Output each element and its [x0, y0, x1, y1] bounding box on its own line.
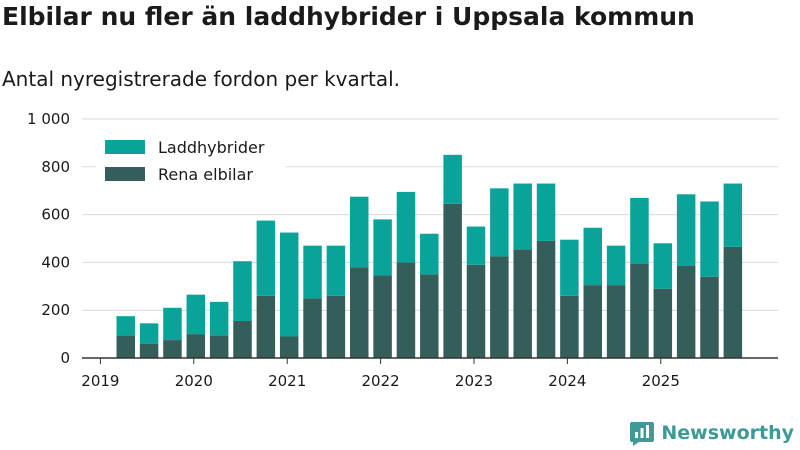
y-tick-label: 600	[41, 206, 70, 224]
bar-laddhybrider	[466, 226, 486, 265]
bar-laddhybrider	[233, 261, 252, 321]
legend-swatch-laddhybrider	[105, 140, 145, 154]
bar-rena-elbilar	[513, 249, 532, 358]
bar-rena-elbilar	[583, 285, 602, 358]
bar-laddhybrider	[350, 196, 369, 268]
bar-laddhybrider	[139, 323, 159, 344]
bar-rena-elbilar	[700, 276, 719, 358]
bar-laddhybrider	[513, 183, 532, 250]
bar-laddhybrider	[209, 301, 229, 336]
brand-name: Newsworthy	[661, 422, 794, 444]
bar-rena-elbilar	[256, 295, 276, 358]
bar-laddhybrider	[700, 201, 719, 277]
y-axis-tick-labels: 0 200 400 600 800 1 000	[27, 110, 70, 367]
bar-rena-elbilar	[209, 335, 229, 358]
bar-laddhybrider	[583, 227, 602, 286]
x-tick-label: 2020	[175, 372, 213, 390]
bar-rena-elbilar	[606, 285, 626, 358]
y-tick-label: 200	[41, 301, 70, 319]
x-tick-label: 2019	[81, 372, 119, 390]
legend-swatch-rena-elbilar	[105, 167, 145, 181]
bar-laddhybrider	[536, 183, 556, 241]
bar-laddhybrider	[443, 154, 462, 204]
bar-laddhybrider	[256, 220, 276, 296]
bar-laddhybrider	[396, 191, 416, 263]
bar-rena-elbilar	[653, 288, 673, 358]
bar-rena-elbilar	[279, 336, 299, 358]
chart-title: Elbilar nu fler än laddhybrider i Uppsal…	[2, 2, 695, 31]
bar-rena-elbilar	[630, 263, 649, 358]
bar-laddhybrider	[560, 239, 579, 296]
y-tick-label: 400	[41, 253, 70, 271]
bar-laddhybrider	[676, 194, 696, 266]
bar-laddhybrider	[116, 316, 135, 336]
x-tick-label: 2024	[548, 372, 586, 390]
bar-rena-elbilar	[186, 334, 206, 358]
y-tick-label: 1 000	[27, 110, 70, 128]
bar-laddhybrider	[163, 307, 182, 341]
x-tick-label: 2022	[362, 372, 400, 390]
bar-laddhybrider	[630, 197, 649, 264]
bar-laddhybrider	[606, 245, 626, 286]
bar-laddhybrider	[326, 245, 346, 296]
bar-rena-elbilar	[490, 256, 509, 358]
bar-rena-elbilar	[163, 340, 182, 358]
bar-rena-elbilar	[420, 274, 439, 358]
bar-rena-elbilar	[443, 203, 462, 358]
bars	[116, 154, 743, 358]
bar-laddhybrider	[490, 188, 509, 257]
y-tick-label: 800	[41, 158, 70, 176]
bar-rena-elbilar	[116, 335, 135, 358]
bar-laddhybrider	[373, 219, 392, 276]
bar-rena-elbilar	[303, 298, 322, 358]
chart-subtitle: Antal nyregistrerade fordon per kvartal.	[2, 67, 401, 91]
x-axis: 2019 2020 2021 2022 2023 2024 2025	[81, 357, 778, 390]
x-tick-label: 2023	[455, 372, 493, 390]
x-tick-label: 2021	[268, 372, 306, 390]
y-tick-label: 0	[60, 349, 70, 367]
newsworthy-logo: Newsworthy	[629, 420, 794, 446]
bar-rena-elbilar	[466, 264, 486, 358]
bar-rena-elbilar	[560, 295, 579, 358]
legend-label-laddhybrider: Laddhybrider	[158, 138, 265, 157]
bar-laddhybrider	[279, 232, 299, 337]
bar-laddhybrider	[723, 183, 743, 247]
x-tick-label: 2025	[642, 372, 680, 390]
bar-rena-elbilar	[326, 295, 346, 358]
bar-rena-elbilar	[676, 265, 696, 358]
legend: Laddhybrider Rena elbilar	[96, 132, 286, 190]
bar-laddhybrider	[653, 243, 673, 289]
bar-laddhybrider	[186, 294, 206, 335]
newsworthy-logo-icon	[630, 422, 655, 446]
bar-rena-elbilar	[373, 275, 392, 358]
legend-label-rena-elbilar: Rena elbilar	[158, 165, 253, 184]
bar-rena-elbilar	[139, 343, 159, 358]
bar-rena-elbilar	[350, 267, 369, 358]
bar-laddhybrider	[303, 245, 322, 299]
bar-rena-elbilar	[233, 320, 252, 358]
bar-rena-elbilar	[396, 262, 416, 358]
bar-rena-elbilar	[723, 246, 743, 358]
bar-rena-elbilar	[536, 240, 556, 358]
bar-laddhybrider	[420, 233, 439, 275]
